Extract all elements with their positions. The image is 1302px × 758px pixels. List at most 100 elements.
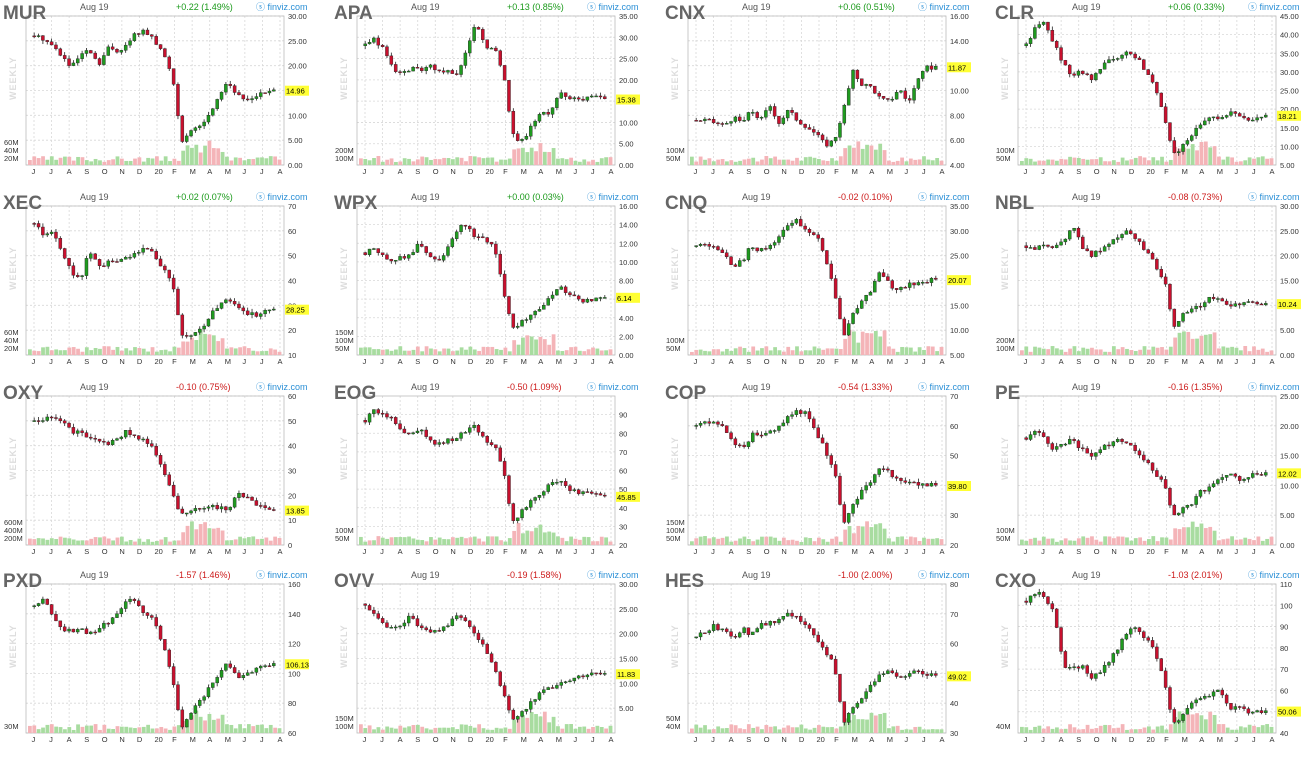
volume-bar — [194, 340, 199, 355]
volume-bar — [1252, 158, 1256, 165]
x-tick-label: A — [1270, 547, 1275, 556]
volume-bar — [516, 522, 521, 545]
chart-panel-xec[interactable]: 70605040302010JJASOND20FMAMJJAWEEKLY60M4… — [0, 190, 330, 380]
volume-bar — [591, 726, 595, 733]
volume-bar — [372, 540, 376, 545]
chart-panel-cnq[interactable]: 35.0030.0025.0020.0015.0010.005.00JJASON… — [662, 190, 992, 380]
candle-body — [537, 114, 542, 122]
candle-body — [407, 615, 411, 624]
volume-bar — [865, 144, 869, 165]
candle-body — [1137, 450, 1142, 456]
x-tick-label: F — [503, 357, 508, 366]
price-label: 106.13 — [286, 660, 309, 669]
volume-bar — [564, 159, 569, 165]
candle-body — [594, 95, 598, 98]
candle-body — [420, 243, 424, 247]
volume-bar — [882, 528, 887, 545]
x-tick-label: 20 — [817, 167, 825, 176]
volume-bar — [133, 347, 137, 355]
chart-panel-apa[interactable]: 35.0030.0025.0020.0015.0010.005.000.00JJ… — [331, 0, 661, 190]
price-label-bg — [285, 505, 309, 516]
volume-bar — [799, 351, 804, 355]
volume-bar — [98, 729, 102, 733]
candle-body — [259, 665, 263, 669]
candle-body — [1203, 490, 1207, 492]
volume-bar — [551, 716, 556, 733]
volume-bar — [420, 540, 425, 545]
volume-bar — [781, 537, 786, 545]
candle-body — [877, 468, 881, 475]
candle-body — [468, 620, 472, 627]
volume-bar — [1195, 338, 1199, 355]
volume-bar — [411, 349, 416, 355]
candle-body — [1172, 140, 1177, 153]
x-tick-label: F — [503, 735, 508, 744]
candle-body — [838, 673, 842, 702]
candle-body — [1098, 69, 1102, 74]
chart-panel-ovv[interactable]: 30.00 25.00 20.00 15.00 10.00 5.00 J J A S O N D 20 F M… — [331, 568, 661, 758]
chart-panel-cop[interactable]: 706050403020JJASOND20FMAMJJAWEEKLY150M10… — [662, 380, 992, 570]
candle-body — [590, 95, 594, 98]
price-label-bg — [1277, 468, 1301, 479]
volume-bar — [255, 351, 260, 355]
candle-body — [934, 673, 938, 676]
volume-bar — [1037, 347, 1042, 355]
volume-bar — [777, 350, 782, 355]
volume-bar — [922, 349, 926, 355]
volume-bar — [922, 156, 926, 165]
volume-bar — [89, 161, 94, 165]
candle-body — [594, 493, 598, 495]
candle-body — [1211, 691, 1216, 697]
chart-panel-hes[interactable]: 807060504030JJASOND20FMAMJJAWEEKLY50M40M… — [662, 568, 992, 758]
candle-body — [711, 118, 716, 124]
date-label: Aug 19 — [742, 570, 771, 580]
x-tick-label: D — [468, 357, 474, 366]
volume-tick-label: 100M — [996, 526, 1015, 535]
volume-bar — [102, 536, 107, 545]
candle-body — [785, 225, 790, 231]
volume-bar — [755, 350, 760, 355]
volume-bar — [777, 540, 782, 545]
chart-panel-clr[interactable]: 45.00 40.00 35.00 30.00 25.00 20.00 15.00 10.00… — [992, 0, 1302, 190]
volume-bar — [490, 536, 495, 545]
candle-body — [550, 107, 555, 115]
candle-body — [198, 125, 202, 128]
candle-body — [746, 627, 751, 635]
candle-body — [1181, 313, 1185, 322]
candle-body — [790, 110, 794, 113]
chart-panel-oxy[interactable]: 60 50 40 30 20 10 0 J J A S O N D 20 F M A M J J A WEEKLY 600M 4… — [0, 380, 330, 570]
period-label: WEEKLY — [670, 624, 680, 668]
volume-bar — [63, 156, 67, 165]
candle-body — [89, 50, 93, 54]
volume-bar — [41, 538, 45, 545]
candle-body — [751, 112, 755, 114]
chart-panel-wpx[interactable]: 16.0014.0012.0010.008.006.004.002.000.00… — [331, 190, 661, 380]
volume-bar — [1160, 156, 1164, 165]
candle-body — [559, 92, 563, 99]
x-tick-label: J — [1041, 547, 1045, 556]
candle-body — [1155, 470, 1159, 477]
volume-bar — [150, 541, 155, 545]
volume-bar — [54, 726, 59, 733]
chart-panel-cnx[interactable]: 16.0014.0012.0010.008.006.004.00JJASOND2… — [662, 0, 992, 190]
chart-panel-mur[interactable]: 30.0025.0020.0015.0010.005.000.00JJASOND… — [0, 0, 330, 190]
candle-body — [398, 625, 402, 628]
x-tick-label: A — [1199, 735, 1204, 744]
volume-bar — [216, 341, 221, 355]
candle-body — [158, 625, 163, 640]
chart-panel-pe[interactable]: 25.00 20.00 15.00 10.00 5.00 0.00 J J A S O N D 20 F M A… — [992, 380, 1302, 570]
y-tick-label: 60 — [288, 729, 296, 738]
candle-body — [1198, 124, 1203, 129]
candle-body — [433, 256, 437, 260]
candle-body — [459, 432, 463, 439]
candle-body — [907, 673, 912, 677]
chart-panel-cxo[interactable]: 110100908070605040JJASOND20FMAMJJAWEEKLY… — [992, 568, 1302, 758]
candle-body — [1111, 239, 1116, 245]
chart-panel-eog[interactable]: 90 80 70 60 50 40 30 20 J J A S O N D 20 F M A M J J A WEEKLY 10… — [331, 380, 661, 570]
volume-bar — [128, 539, 133, 545]
candle-body — [1229, 111, 1233, 116]
chart-panel-pxd[interactable]: 160 140 120 100 80 60 J J A S O N D 20 F M A M J J A WEEKLY 30… — [0, 568, 330, 758]
chart-panel-nbl[interactable]: 30.0025.0020.0015.0010.005.000.00JJASOND… — [992, 190, 1302, 380]
candle-body — [873, 85, 877, 94]
x-tick-label: N — [781, 167, 786, 176]
